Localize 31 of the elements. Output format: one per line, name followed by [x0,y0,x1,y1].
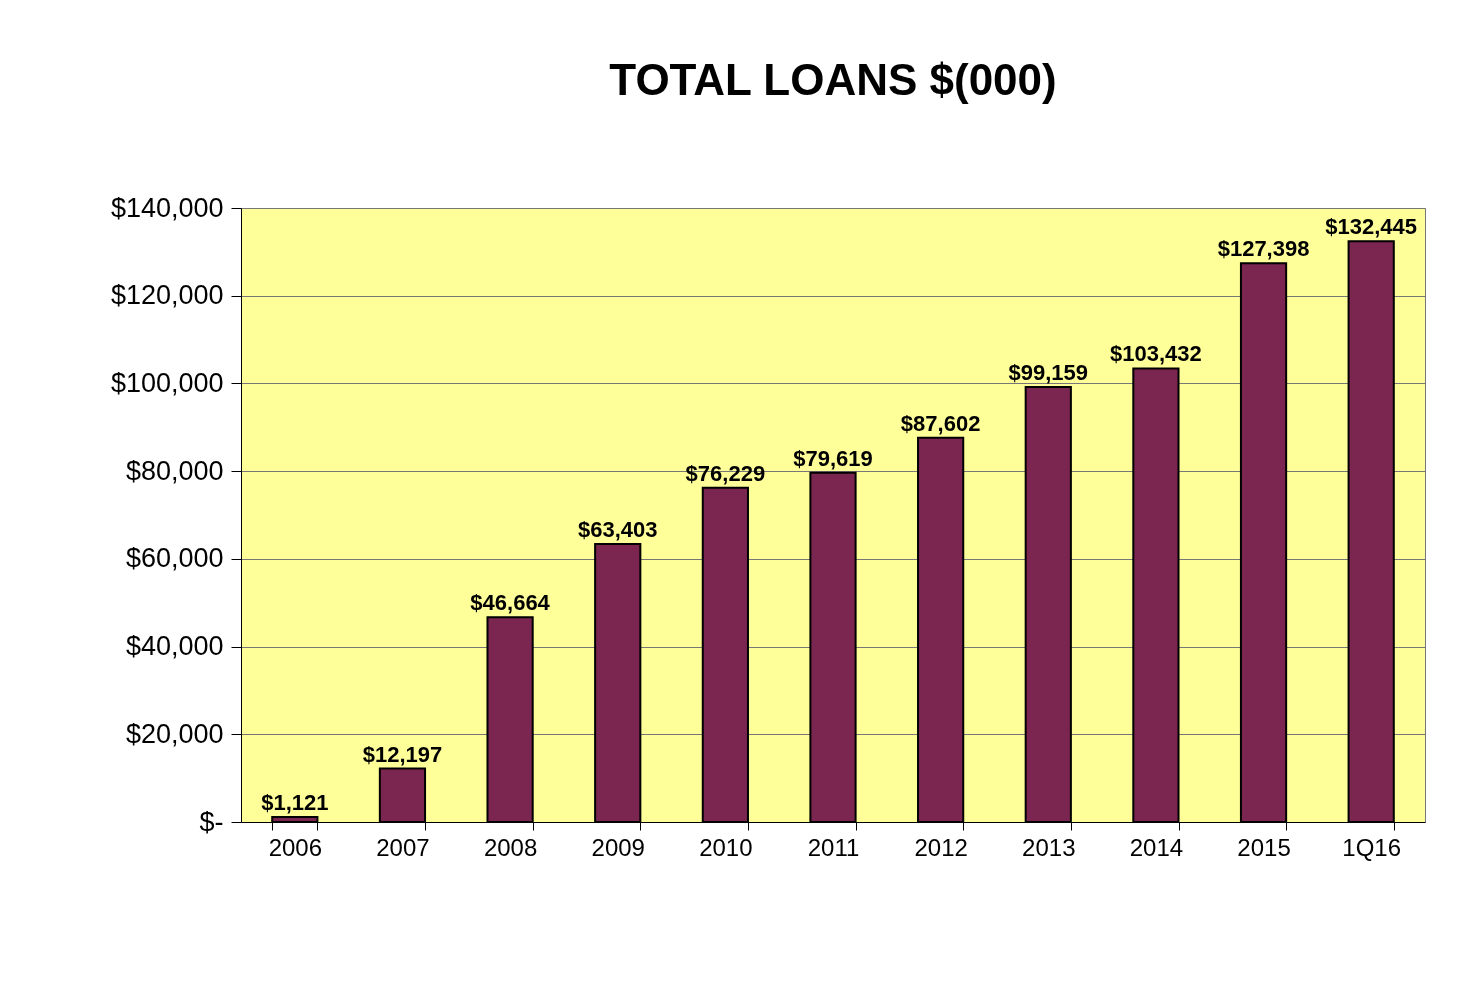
x-tick-label: 1Q16 [1342,833,1402,861]
data-label: $127,398 [1217,236,1310,262]
y-tick-label: $140,000 [110,192,224,223]
x-tick-label: 2015 [1237,833,1291,861]
data-label: $76,229 [685,460,766,486]
x-tick-label: 2008 [483,833,538,861]
data-label: $12,197 [362,741,443,767]
y-tick-label: $100,000 [110,367,224,398]
data-label: $63,403 [577,516,658,542]
y-tick-label: $- [199,806,224,837]
y-tick-label: $40,000 [125,631,224,662]
x-tick-label: 2007 [376,833,430,861]
data-label: $132,445 [1325,214,1418,240]
y-tick-label: $80,000 [125,455,224,486]
data-label: $46,664 [470,590,551,616]
data-label: $103,432 [1110,341,1202,367]
x-tick-label: 2010 [699,833,753,861]
y-tick-label: $120,000 [110,280,224,311]
x-tick-label: 2011 [807,833,860,861]
x-tick-label: 2009 [591,833,645,861]
y-tick-label: $60,000 [125,543,224,574]
data-label: $79,619 [793,445,873,471]
data-label: $99,159 [1008,360,1089,386]
y-tick-label: $20,000 [125,718,224,749]
chart-title: TOTAL LOANS $(000) [609,55,1057,104]
x-tick-label: 2006 [268,833,323,861]
data-label: $1,121 [261,790,329,816]
data-label: $87,602 [900,410,981,436]
x-tick-label: 2014 [1129,833,1184,861]
x-tick-label: 2013 [1022,833,1076,861]
x-tick-label: 2012 [914,833,968,861]
